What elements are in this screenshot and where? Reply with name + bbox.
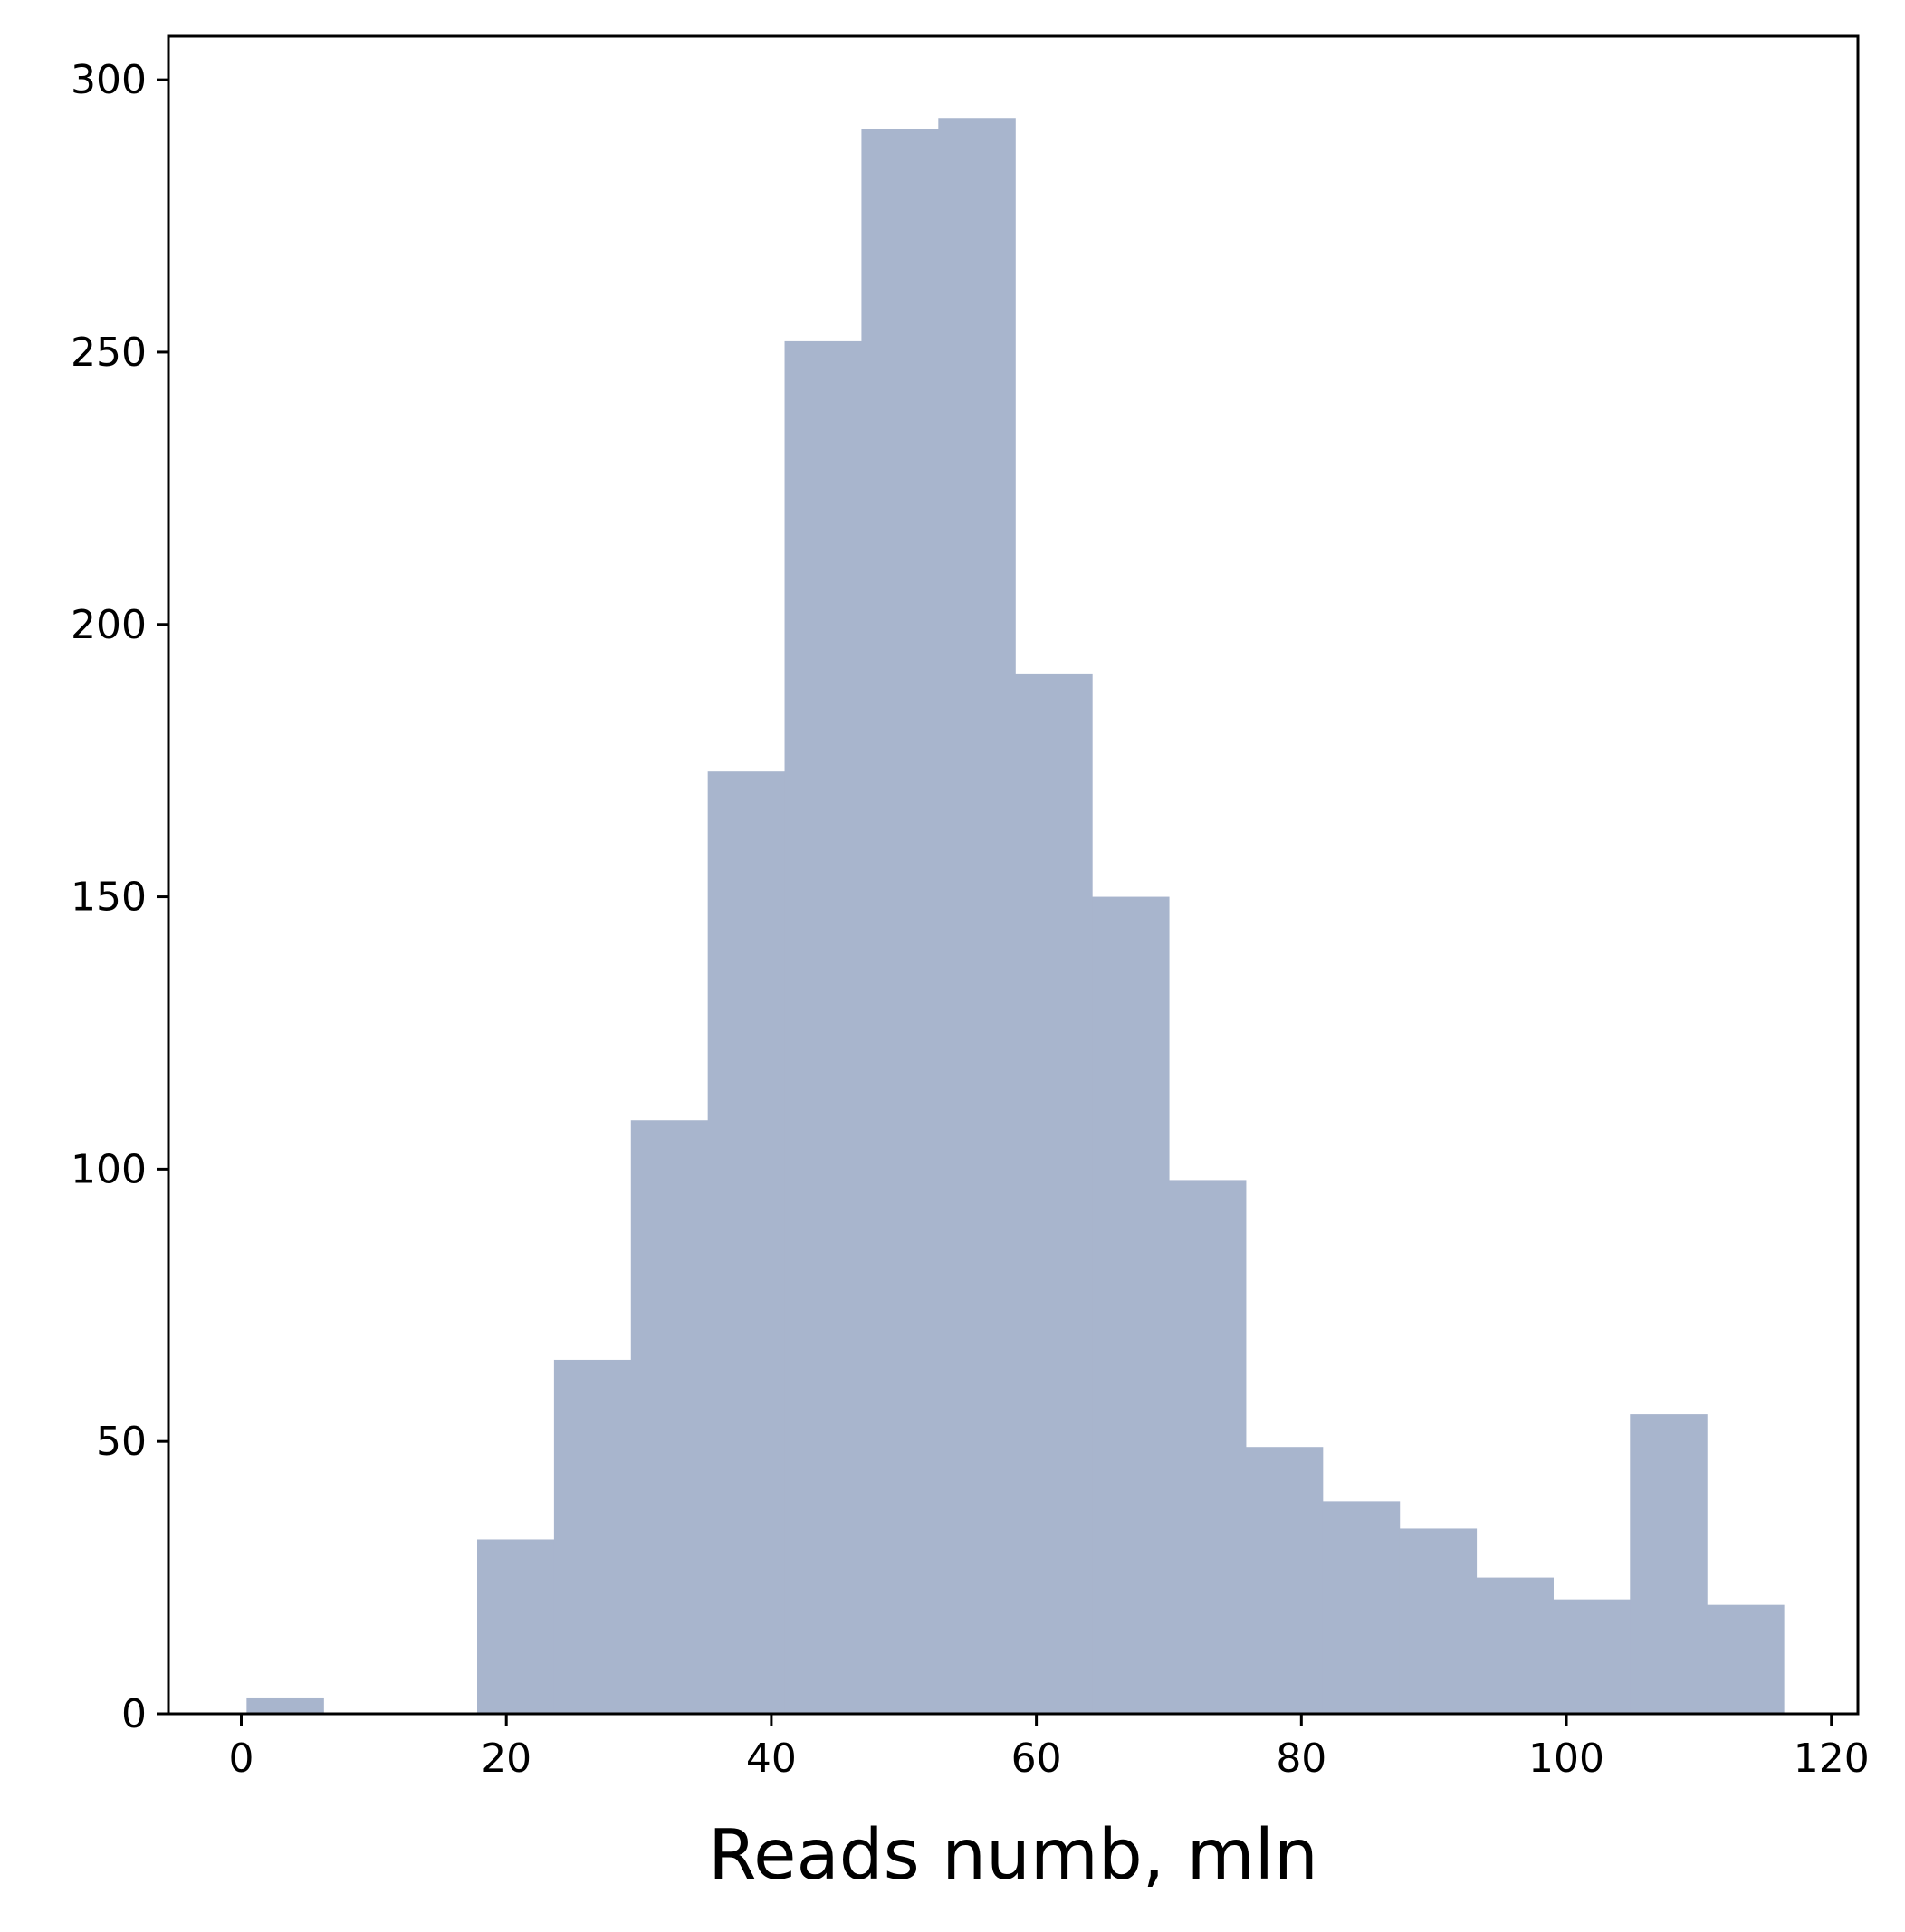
histogram-bar	[1168, 1180, 1247, 1714]
x-tick-label: 60	[1011, 1736, 1062, 1782]
y-axis: 0 50 100 150 200 250 300	[71, 57, 168, 1737]
histogram-bar	[784, 340, 863, 1715]
y-tick-label: 0	[121, 1691, 147, 1737]
histogram-bar	[1015, 673, 1093, 1714]
y-tick-label: 150	[71, 875, 147, 921]
histogram-bar	[707, 771, 786, 1714]
histogram-bar	[1476, 1577, 1554, 1714]
histogram-bar	[1399, 1528, 1478, 1714]
histogram-bar	[553, 1359, 632, 1714]
histogram-bar	[630, 1120, 709, 1714]
x-tick-label: 100	[1528, 1736, 1604, 1782]
y-tick-label: 50	[96, 1419, 147, 1465]
histogram-bar	[1092, 896, 1170, 1714]
x-tick-label: 80	[1276, 1736, 1326, 1782]
x-axis-title: Reads numb, mln	[708, 1815, 1318, 1896]
histogram-bar	[246, 1697, 324, 1714]
histogram-bar	[938, 118, 1016, 1714]
histogram-bar	[861, 129, 939, 1714]
histogram-bar	[1630, 1414, 1708, 1714]
y-tick-label: 300	[71, 57, 147, 103]
y-tick-label: 250	[71, 330, 147, 376]
histogram-bar	[477, 1539, 555, 1714]
x-tick-label: 20	[481, 1736, 531, 1782]
plot-frame	[167, 34, 1860, 1716]
histogram-bar	[1707, 1604, 1785, 1714]
histogram-bars	[246, 118, 1785, 1715]
y-tick-label: 100	[71, 1146, 147, 1192]
x-axis: 0 20 40 60 80 100 120	[228, 1714, 1870, 1782]
histogram-bar	[1322, 1501, 1401, 1714]
x-tick-label: 120	[1794, 1736, 1870, 1782]
x-tick-label: 40	[746, 1736, 797, 1782]
x-tick-label: 0	[228, 1736, 254, 1782]
histogram-bar	[1245, 1447, 1324, 1714]
histogram-bar	[1553, 1599, 1631, 1714]
y-tick-label: 200	[71, 602, 147, 648]
